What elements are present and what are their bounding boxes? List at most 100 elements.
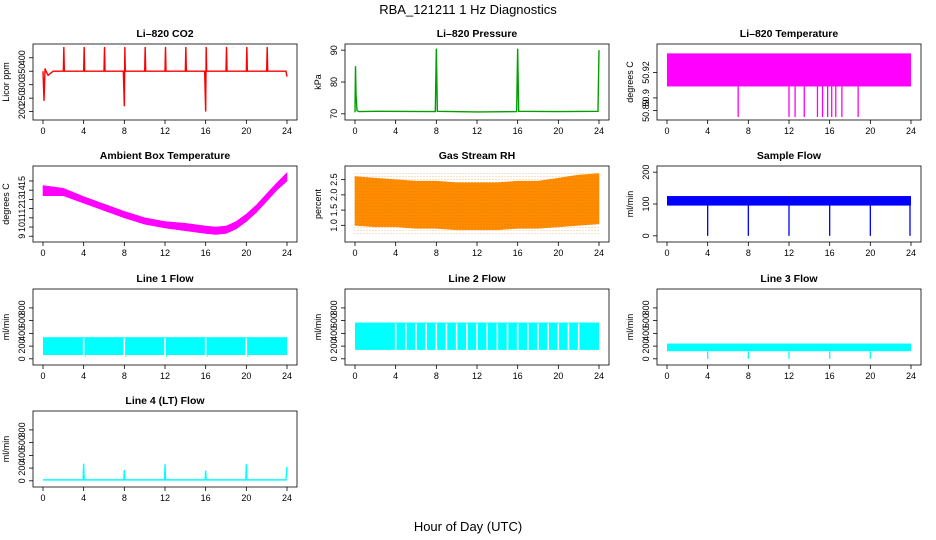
- x-tick-label: 0: [664, 126, 669, 136]
- panel-title: Li–820 Temperature: [740, 28, 839, 40]
- x-tick-label: 8: [434, 371, 439, 381]
- x-tick-label: 12: [784, 126, 794, 136]
- y-tick-label: 0: [641, 233, 651, 238]
- y-axis-label: percent: [313, 188, 323, 219]
- y-tick-label: 600: [329, 313, 339, 328]
- x-tick-label: 16: [513, 126, 523, 136]
- x-tick-label: 24: [906, 126, 916, 136]
- x-tick-label: 12: [472, 248, 482, 258]
- x-tick-label: 20: [553, 371, 563, 381]
- y-tick-label: 600: [17, 435, 27, 450]
- panel-6: Sample Flow ml/min 0 4 8 12 16 20 24 0 100 200: [625, 150, 922, 258]
- y-axis-label: kPa: [313, 74, 323, 90]
- series-line: [42, 46, 288, 112]
- series-band: [354, 173, 600, 231]
- x-tick-label: 16: [513, 371, 523, 381]
- y-axis-label: Licor ppm: [1, 62, 11, 102]
- x-tick-label: 24: [282, 248, 292, 258]
- figure-title: RBA_121211 1 Hz Diagnostics: [379, 2, 557, 17]
- y-tick-label: 0: [17, 356, 27, 361]
- y-tick-label: 200: [329, 339, 339, 354]
- panel-10: Line 4 (LT) Flow ml/min 0 4 8 12 16 20 24 0 200400…: [1, 395, 298, 503]
- y-tick-label: 600: [17, 313, 27, 328]
- x-tick-label: 20: [553, 248, 563, 258]
- x-tick-label: 16: [201, 371, 211, 381]
- y-axis-label: ml/min: [625, 191, 635, 218]
- panel-title: Line 2 Flow: [448, 273, 506, 285]
- x-tick-label: 8: [434, 248, 439, 258]
- y-tick-label: 2.0: [329, 189, 339, 202]
- x-tick-label: 24: [594, 371, 604, 381]
- x-tick-label: 0: [40, 371, 45, 381]
- x-tick-label: 20: [241, 371, 251, 381]
- y-tick-label: 9: [17, 234, 27, 239]
- x-tick-label: 24: [282, 371, 292, 381]
- x-tick-label: 24: [906, 371, 916, 381]
- x-tick-label: 4: [705, 371, 710, 381]
- x-tick-label: 4: [705, 248, 710, 258]
- x-tick-label: 0: [40, 248, 45, 258]
- panel-title: Li–820 CO2: [136, 28, 193, 40]
- y-tick-label: 800: [17, 422, 27, 437]
- x-tick-label: 12: [160, 371, 170, 381]
- series-band: [667, 53, 911, 87]
- panel-5: Gas Stream RH percent 0 4 8 12 16 20 24 1.0 1.5 2.0…: [313, 150, 610, 258]
- x-tick-label: 0: [352, 371, 357, 381]
- x-tick-label: 0: [352, 248, 357, 258]
- x-tick-label: 16: [201, 126, 211, 136]
- y-tick-label: 0: [641, 356, 651, 361]
- panel-1: Li–820 CO2 Licor ppm 0 4 8 12 16 20 24 2002503003…: [1, 28, 298, 136]
- x-tick-label: 4: [705, 126, 710, 136]
- series-band: [667, 343, 911, 352]
- series-line: [43, 463, 288, 481]
- panel-2: Li–820 Pressure kPa 0 4 8 12 16 20 24 70 80 90: [313, 28, 610, 136]
- y-tick-label: 15: [17, 176, 27, 186]
- x-tick-label: 4: [81, 371, 86, 381]
- x-tick-label: 12: [160, 493, 170, 503]
- y-tick-label: 400: [17, 448, 27, 463]
- y-tick-label: 50.89: [641, 99, 651, 122]
- x-tick-label: 16: [825, 248, 835, 258]
- x-tick-label: 8: [434, 126, 439, 136]
- x-tick-label: 12: [472, 126, 482, 136]
- plot-frame: [344, 43, 610, 121]
- y-tick-label: 200: [17, 461, 27, 476]
- y-tick-label: 250: [17, 91, 27, 106]
- y-tick-label: 1.5: [329, 204, 339, 217]
- x-tick-label: 8: [122, 371, 127, 381]
- x-tick-label: 4: [81, 126, 86, 136]
- x-tick-label: 20: [241, 126, 251, 136]
- panel-7: Line 1 Flow ml/min 0 4 8 12 16 20 24 0 20040060080…: [1, 273, 298, 381]
- y-tick-label: 11: [17, 213, 27, 222]
- panel-title: Line 4 (LT) Flow: [125, 395, 205, 407]
- x-tick-label: 12: [160, 126, 170, 136]
- series-band: [667, 196, 911, 206]
- panel-title: Line 1 Flow: [136, 273, 194, 285]
- x-tick-label: 8: [746, 126, 751, 136]
- panel-3: Li–820 Temperature degrees C 0 4 8 12 16 20 24 50…: [625, 28, 922, 136]
- x-tick-label: 24: [906, 248, 916, 258]
- y-tick-label: 50.9: [641, 89, 651, 107]
- y-tick-label: 70: [329, 109, 339, 119]
- x-tick-label: 8: [122, 493, 127, 503]
- y-tick-label: 50.92: [641, 61, 651, 84]
- x-tick-label: 12: [784, 371, 794, 381]
- panel-title: Line 3 Flow: [760, 273, 818, 285]
- y-tick-label: 300: [17, 77, 27, 92]
- y-tick-label: 400: [17, 50, 27, 65]
- x-tick-label: 24: [282, 126, 292, 136]
- x-tick-label: 0: [40, 493, 45, 503]
- y-tick-label: 200: [17, 104, 27, 119]
- y-tick-label: 0: [17, 478, 27, 483]
- y-tick-label: 200: [641, 339, 651, 354]
- x-tick-label: 0: [40, 126, 45, 136]
- y-tick-label: 200: [641, 165, 651, 180]
- y-tick-label: 800: [17, 300, 27, 315]
- y-axis-label: ml/min: [1, 314, 11, 341]
- panel-4: Ambient Box Temperature degrees C 0 4 8 12 16 2…: [1, 150, 298, 258]
- x-tick-label: 24: [282, 493, 292, 503]
- y-tick-label: 600: [641, 313, 651, 328]
- x-tick-label: 4: [81, 493, 86, 503]
